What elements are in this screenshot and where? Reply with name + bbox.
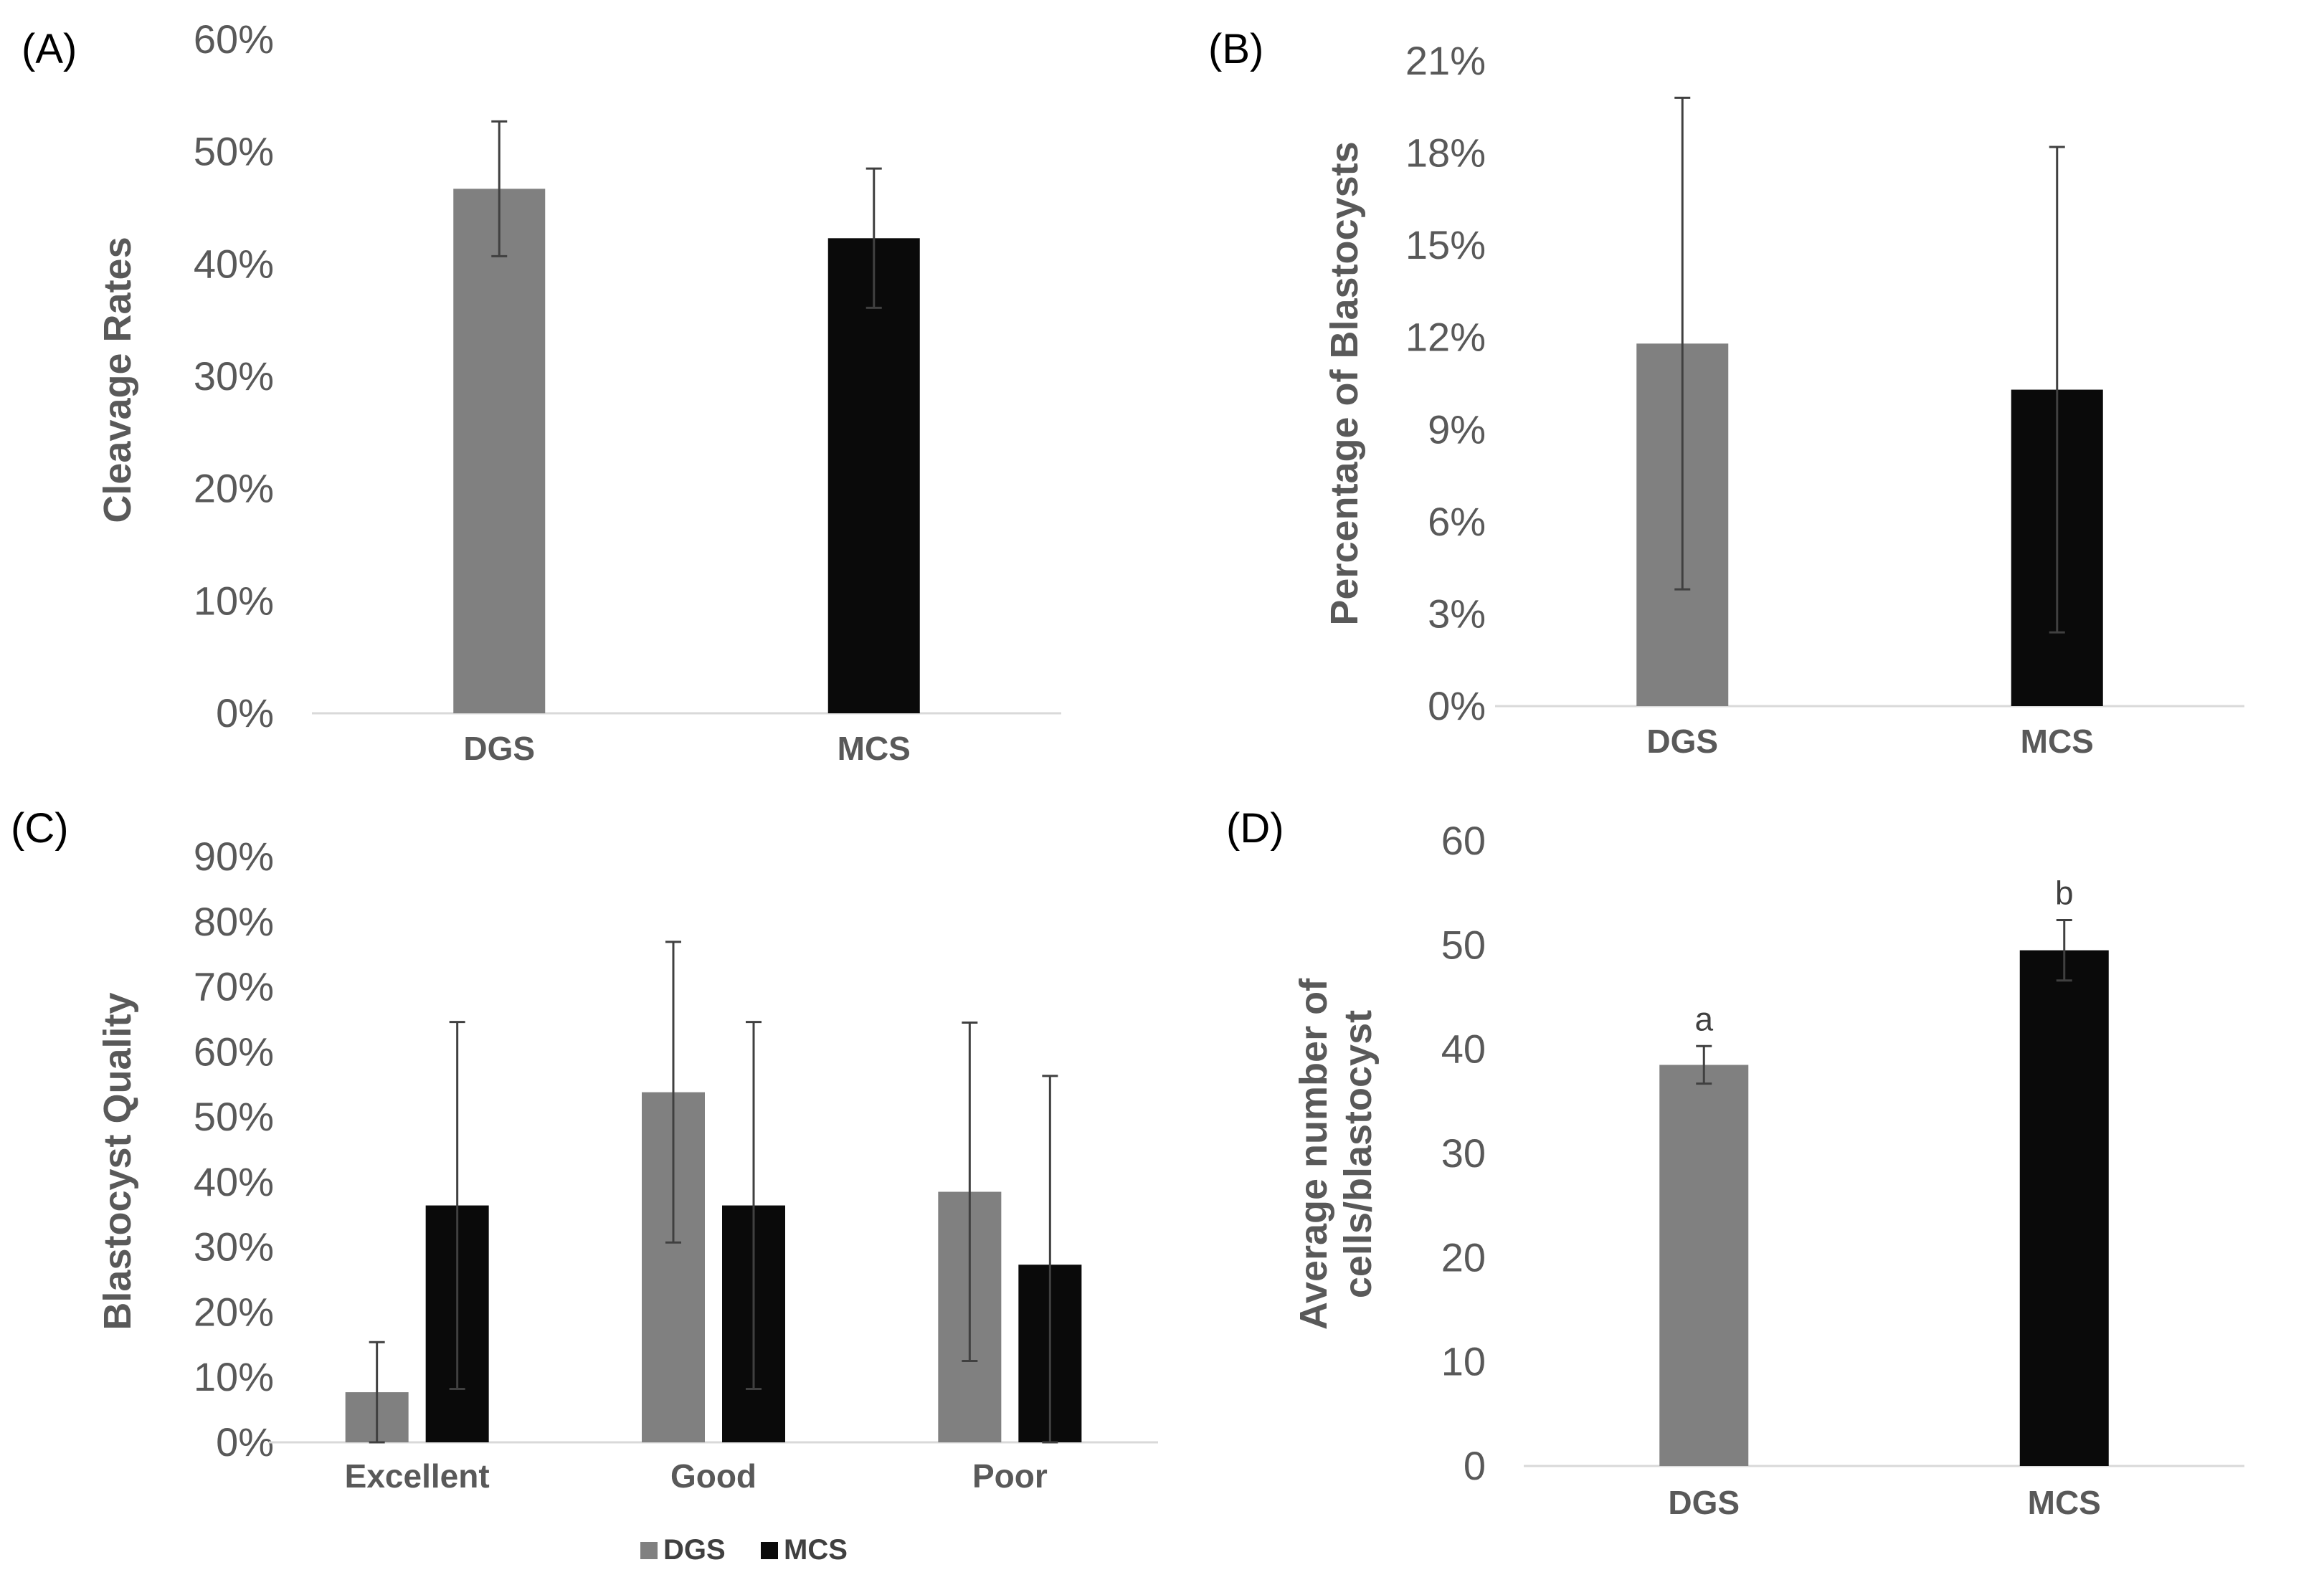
y-tick-label: 20% xyxy=(194,466,274,511)
legend-swatch xyxy=(640,1542,658,1559)
x-tick-label: DGS xyxy=(463,730,535,767)
y-tick-label: 70% xyxy=(194,964,274,1009)
y-tick-label: 6% xyxy=(1428,499,1486,544)
y-axis-title-line: cells/blastocyst xyxy=(1337,1010,1380,1298)
y-tick-label: 90% xyxy=(194,834,274,879)
bar xyxy=(2019,950,2109,1466)
y-tick-label: 30% xyxy=(194,1224,274,1270)
y-tick-label: 18% xyxy=(1405,130,1486,176)
x-tick-label: DGS xyxy=(1668,1484,1740,1521)
bar xyxy=(453,189,546,713)
y-tick-label: 40% xyxy=(194,1159,274,1204)
y-tick-label: 20% xyxy=(194,1289,274,1334)
y-tick-label: 9% xyxy=(1428,406,1486,452)
y-axis-title: Cleavage Rates xyxy=(96,237,139,523)
x-tick-label: Excellent xyxy=(345,1457,490,1495)
y-tick-label: 60 xyxy=(1441,818,1486,863)
x-tick-label: MCS xyxy=(2028,1484,2101,1521)
y-tick-label: 0% xyxy=(1428,683,1486,728)
y-axis-title-line: Cleavage Rates xyxy=(96,237,139,523)
y-tick-label: 10 xyxy=(1441,1339,1486,1384)
bar xyxy=(1659,1065,1749,1466)
chart-panel: (C) 0% 10% 20% 30% 40% 50% 60% 70% 80% 90% Blastocy… xyxy=(11,805,1158,1566)
y-tick-label: 3% xyxy=(1428,591,1486,636)
y-tick-label: 0 xyxy=(1464,1443,1486,1488)
y-tick-label: 21% xyxy=(1405,38,1486,83)
chart-panel: (A) 0% 10% 20% 30% 40% 50% 60% Cleavage Rates DGS… xyxy=(22,16,1061,767)
y-tick-label: 80% xyxy=(194,899,274,944)
legend-swatch xyxy=(761,1542,778,1559)
y-tick-label: 50% xyxy=(194,129,274,174)
x-tick-label: Good xyxy=(670,1457,757,1495)
y-axis-title-line: Percentage of Blastocysts xyxy=(1323,141,1366,625)
significance-letter: a xyxy=(1694,1000,1713,1037)
y-tick-label: 10% xyxy=(194,1354,274,1399)
panel-label: (B) xyxy=(1208,26,1263,72)
y-tick-label: 15% xyxy=(1405,222,1486,267)
panel-label: (A) xyxy=(22,26,77,72)
x-tick-label: MCS xyxy=(838,730,911,767)
y-tick-label: 30% xyxy=(194,353,274,399)
y-axis-title-line: Average number of xyxy=(1292,978,1335,1330)
panel-label: (C) xyxy=(11,805,69,852)
chart-panel: (D) 0 10 20 30 40 50 60 Average number ofcells/b… xyxy=(1226,805,2244,1521)
x-tick-label: MCS xyxy=(2021,723,2094,760)
y-tick-label: 50% xyxy=(194,1094,274,1139)
y-tick-label: 40% xyxy=(194,241,274,286)
x-tick-label: Poor xyxy=(972,1457,1048,1495)
y-axis-title: Blastocyst Quality xyxy=(96,992,139,1330)
x-tick-label: DGS xyxy=(1646,723,1718,760)
legend-label: MCS xyxy=(784,1534,848,1566)
chart-panel: (B) 0% 3% 6% 9% 12% 15% 18% 21% Percentage of Bla… xyxy=(1208,26,2244,760)
y-axis-title: Percentage of Blastocysts xyxy=(1323,141,1366,625)
y-tick-label: 10% xyxy=(194,578,274,623)
y-tick-label: 50 xyxy=(1441,922,1486,967)
significance-letter: b xyxy=(2055,874,2074,911)
y-tick-label: 30 xyxy=(1441,1130,1486,1176)
y-tick-label: 40 xyxy=(1441,1027,1486,1072)
legend-label: DGS xyxy=(663,1534,726,1566)
bar xyxy=(827,238,920,713)
y-tick-label: 60% xyxy=(194,1029,274,1074)
y-tick-label: 0% xyxy=(216,1419,274,1465)
legend: DGS MCS xyxy=(640,1534,848,1566)
y-tick-label: 20 xyxy=(1441,1234,1486,1280)
y-tick-label: 0% xyxy=(216,690,274,736)
y-tick-label: 12% xyxy=(1405,315,1486,360)
y-axis-title: Average number ofcells/blastocyst xyxy=(1292,978,1380,1330)
y-tick-label: 60% xyxy=(194,16,274,62)
y-axis-title-line: Blastocyst Quality xyxy=(96,992,139,1330)
panel-label: (D) xyxy=(1226,805,1284,852)
